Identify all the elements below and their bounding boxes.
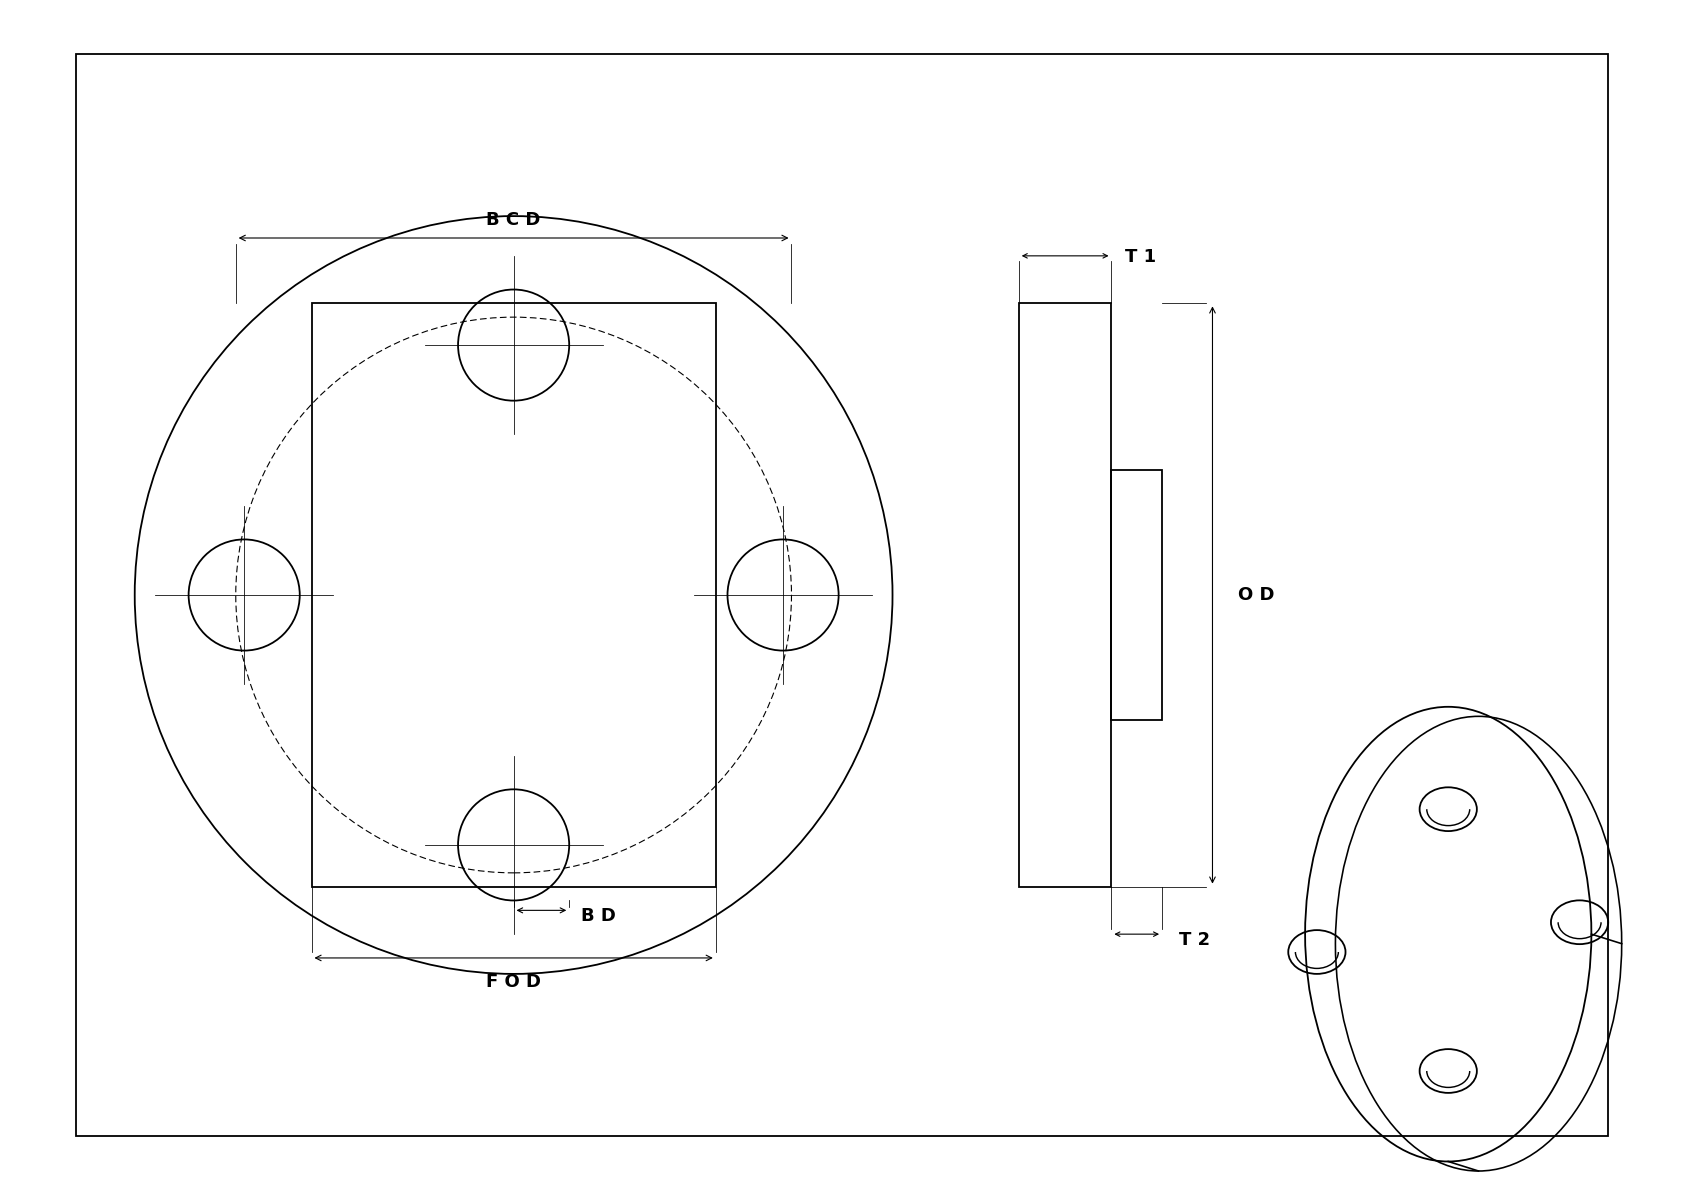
Text: T 1: T 1 — [1125, 248, 1155, 267]
Text: F O D: F O D — [487, 972, 541, 991]
Text: T 2: T 2 — [1179, 931, 1209, 950]
Text: B D: B D — [581, 907, 616, 926]
Text: O D: O D — [1238, 585, 1275, 605]
Text: B C D: B C D — [487, 211, 541, 230]
